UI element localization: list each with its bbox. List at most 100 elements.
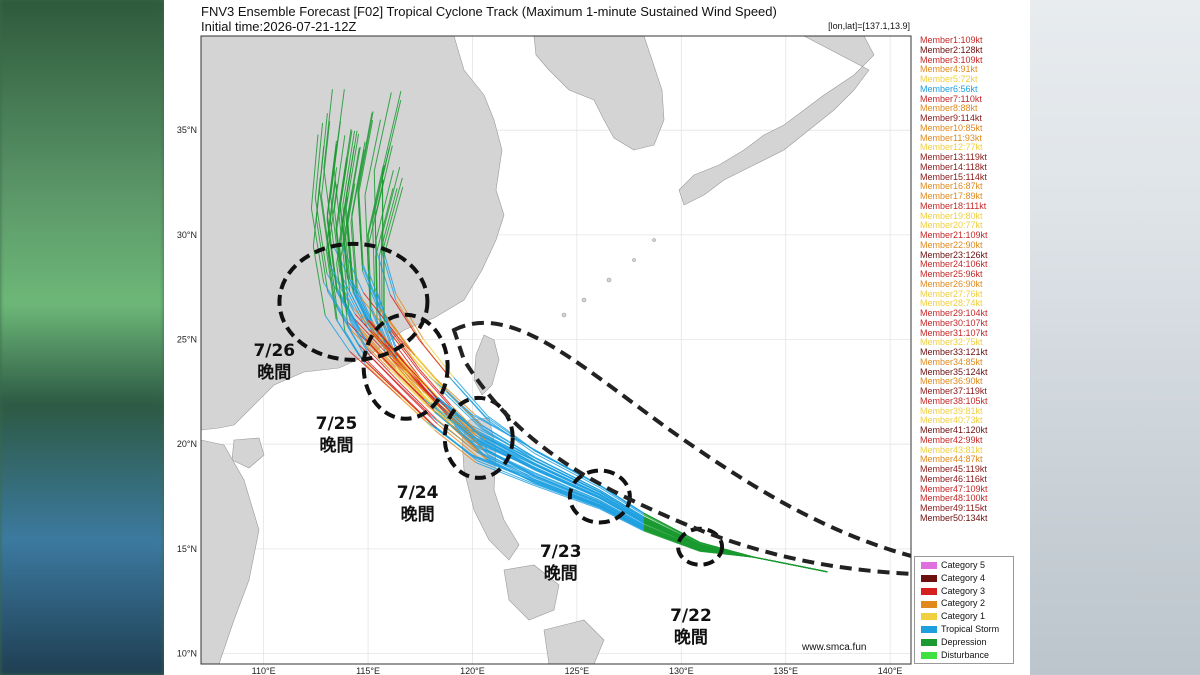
track-segment	[599, 494, 644, 522]
track-segment	[373, 92, 392, 172]
track-segment	[371, 331, 406, 371]
legend-label: Disturbance	[941, 649, 990, 660]
track-segment	[344, 130, 358, 206]
track-segment	[342, 205, 351, 280]
forecast-ellipse	[567, 468, 632, 525]
member-entry: Member24:106kt	[920, 259, 988, 270]
member-entry: Member30:107kt	[920, 317, 988, 328]
member-entry: Member39:81kt	[920, 405, 983, 416]
track-segment	[357, 189, 363, 266]
track-segment	[375, 170, 394, 241]
track-segment	[358, 326, 397, 368]
track-segment	[487, 458, 536, 484]
forecast-ellipse	[442, 395, 515, 480]
track-segment	[410, 355, 445, 393]
x-tick-label: 125°E	[565, 666, 590, 675]
legend-label: Tropical Storm	[941, 624, 1000, 634]
member-entry: Member11:93kt	[920, 132, 982, 143]
track-segment	[534, 485, 601, 510]
date-text: 7/26	[253, 340, 296, 361]
track-segment	[401, 384, 437, 419]
track-segment	[338, 242, 348, 313]
track-segment	[378, 188, 398, 257]
night-text: 晚間	[543, 563, 578, 584]
track-segment	[437, 397, 479, 434]
track-segment	[389, 369, 427, 406]
track-segment	[475, 462, 536, 487]
member-entry: Member43:81kt	[920, 444, 983, 455]
member-entry: Member23:126kt	[920, 249, 988, 260]
track-segment	[534, 480, 601, 507]
track-segment	[534, 463, 601, 495]
track-segment	[643, 530, 701, 552]
track-segment	[382, 255, 397, 301]
member-entry: Member47:109kt	[920, 483, 988, 494]
ensemble-tracks	[310, 89, 828, 573]
track-segment	[333, 89, 345, 169]
track-segment	[383, 177, 403, 248]
track-segment	[346, 312, 368, 349]
track-segment	[534, 449, 601, 486]
member-entry: Member48:100kt	[920, 493, 988, 504]
track-segment	[643, 516, 701, 545]
legend-label: Category 5	[941, 560, 986, 570]
track-segment	[534, 459, 601, 493]
track-segment	[643, 519, 701, 547]
y-tick-label: 30°N	[177, 230, 197, 240]
member-entry: Member17:89kt	[920, 191, 983, 201]
track-segment	[418, 339, 451, 379]
track-segment	[390, 329, 421, 370]
track-segment	[476, 460, 536, 485]
y-tick-label: 20°N	[177, 439, 197, 449]
track-segment	[342, 130, 356, 206]
track-segment	[534, 472, 601, 501]
forecast-figure: 35°N 30°N 25°N 20°N 15°N 10°N 110°E 115°E 120°E…	[164, 0, 1030, 675]
track-segment	[342, 218, 351, 292]
legend-label: Category 2	[941, 598, 986, 609]
member-entry: Member22:90kt	[920, 239, 983, 250]
track-segment	[329, 265, 355, 309]
track-segment	[477, 439, 536, 470]
track-segment	[387, 362, 425, 400]
category-legend: Category 5 Category 4 Category 3 Category 2…	[914, 556, 1014, 664]
track-segment	[435, 418, 478, 453]
legend-swatch	[921, 651, 937, 659]
track-segment	[599, 485, 644, 515]
land-korea	[533, 36, 665, 151]
track-segment	[351, 141, 366, 215]
x-tick-label: 135°E	[773, 666, 798, 675]
track-segment	[473, 455, 536, 482]
track-segment	[599, 506, 644, 530]
track-segment	[319, 189, 331, 266]
legend-label: Category 3	[941, 585, 986, 596]
track-segment	[346, 277, 368, 320]
track-segment	[349, 320, 370, 356]
track-segment	[364, 195, 369, 271]
member-entry: Member42:99kt	[920, 434, 983, 445]
member-entry: Member3:109kt	[920, 54, 983, 65]
track-segment	[395, 368, 432, 405]
track-segment	[382, 248, 397, 295]
track-segment	[349, 279, 370, 321]
member-entry: Member31:107kt	[920, 327, 988, 338]
track-segment	[346, 147, 360, 221]
date-text: 7/25	[315, 413, 358, 434]
legend-swatch	[921, 626, 937, 634]
track-segment	[643, 514, 701, 544]
member-entry: Member29:104kt	[920, 308, 988, 318]
track-segment	[643, 525, 701, 550]
track-segment	[324, 315, 351, 352]
member-entry: Member38:105kt	[920, 395, 988, 406]
track-segment	[314, 122, 324, 199]
track-segment	[351, 279, 372, 321]
track-segment	[381, 100, 402, 179]
legend-label: Category 4	[941, 572, 986, 583]
member-entry: Member10:85kt	[920, 122, 983, 133]
background-left-blur	[0, 0, 164, 675]
track-segment	[599, 487, 644, 516]
member-entry: Member45:119kt	[920, 464, 987, 474]
land-taiwan	[473, 334, 500, 396]
track-segment	[481, 425, 536, 459]
track-segment	[364, 339, 401, 379]
member-entry: Member40:73kt	[920, 415, 983, 426]
